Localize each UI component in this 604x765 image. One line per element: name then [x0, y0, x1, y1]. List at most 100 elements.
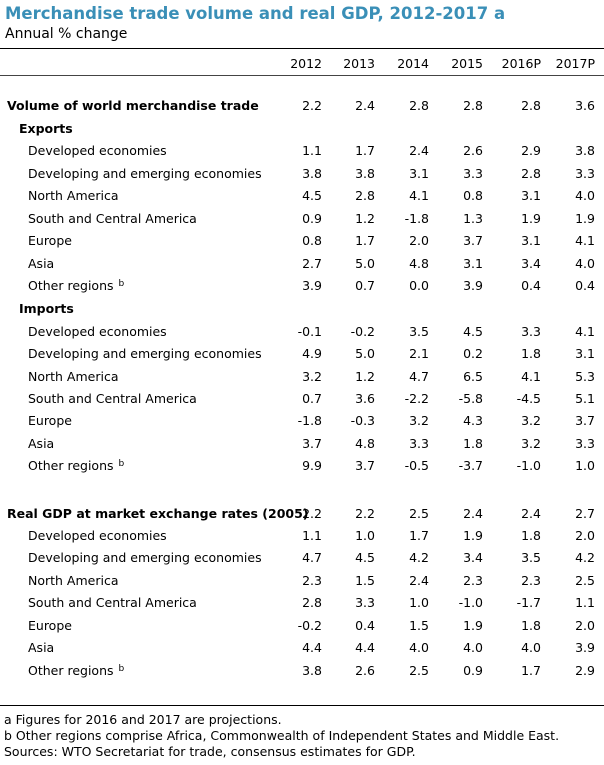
value-cell: 2.6: [463, 143, 483, 158]
value-cell: 4.4: [302, 640, 322, 655]
value-cell: 3.1: [521, 233, 541, 248]
value-cell: 1.5: [409, 618, 429, 633]
value-cell: 3.4: [521, 256, 541, 271]
value-cell: 3.3: [575, 436, 595, 451]
value-cell: -1.7: [516, 595, 541, 610]
value-cell: 4.8: [409, 256, 429, 271]
value-cell: 5.0: [355, 346, 375, 361]
value-cell: 4.5: [355, 550, 375, 565]
value-cell: 3.3: [575, 166, 595, 181]
row-label: Developing and emerging economies: [28, 550, 262, 565]
value-cell: -4.5: [516, 391, 541, 406]
row-label: North America: [28, 188, 119, 203]
row-label: Exports: [19, 121, 73, 136]
value-cell: 4.4: [355, 640, 375, 655]
value-cell: -1.0: [516, 458, 541, 473]
table-row: Developed economies 1.1 1.7 2.4 2.6 2.9 3.8: [0, 143, 604, 165]
table-title: Merchandise trade volume and real GDP, 2…: [5, 4, 506, 23]
value-cell: 1.7: [521, 663, 541, 678]
value-cell: 3.5: [409, 324, 429, 339]
value-cell: 3.8: [575, 143, 595, 158]
row-label-text: Developed economies: [28, 324, 167, 339]
value-cell: 2.3: [521, 573, 541, 588]
value-cell: 1.0: [355, 528, 375, 543]
value-cell: 3.9: [302, 278, 322, 293]
value-cell: 4.1: [575, 233, 595, 248]
row-label: Europe: [28, 413, 72, 428]
row-label: South and Central America: [28, 211, 197, 226]
value-cell: 1.8: [463, 436, 483, 451]
value-cell: 5.0: [355, 256, 375, 271]
row-label-text: Developing and emerging economies: [28, 550, 262, 565]
value-cell: 2.5: [575, 573, 595, 588]
value-cell: 3.1: [463, 256, 483, 271]
table-row: Developing and emerging economies 4.9 5.0 2…: [0, 346, 604, 368]
row-label: Asia: [28, 436, 54, 451]
value-cell: 3.3: [463, 166, 483, 181]
value-cell: 3.7: [463, 233, 483, 248]
row-label: Volume of world merchandise trade: [7, 98, 259, 113]
value-cell: 1.7: [355, 233, 375, 248]
value-cell: 1.8: [521, 618, 541, 633]
value-cell: 4.8: [355, 436, 375, 451]
value-cell: 4.1: [575, 324, 595, 339]
value-cell: -0.3: [350, 413, 375, 428]
value-cell: 1.5: [355, 573, 375, 588]
row-label: Imports: [19, 301, 74, 316]
row-label: North America: [28, 369, 119, 384]
value-cell: 1.2: [355, 369, 375, 384]
table-row: Exports: [0, 121, 604, 143]
value-cell: 1.7: [409, 528, 429, 543]
row-label-text: Imports: [19, 301, 74, 316]
value-cell: 4.0: [575, 188, 595, 203]
value-cell: 3.2: [521, 436, 541, 451]
value-cell: 2.2: [302, 98, 322, 113]
value-cell: 2.5: [409, 506, 429, 521]
value-cell: 4.7: [302, 550, 322, 565]
row-label: Asia: [28, 640, 54, 655]
top-rule: [0, 48, 604, 49]
value-cell: 5.1: [575, 391, 595, 406]
value-cell: -0.2: [297, 618, 322, 633]
value-cell: 4.2: [409, 550, 429, 565]
value-cell: 3.7: [575, 413, 595, 428]
value-cell: 4.5: [463, 324, 483, 339]
column-header: 2014: [397, 56, 429, 71]
value-cell: 1.1: [575, 595, 595, 610]
value-cell: 0.9: [463, 663, 483, 678]
value-cell: -1.0: [458, 595, 483, 610]
row-label: Real GDP at market exchange rates (2005): [7, 506, 309, 521]
row-label-text: Other regions: [28, 278, 114, 293]
row-label-text: Real GDP at market exchange rates (2005): [7, 506, 309, 521]
row-label: Asia: [28, 256, 54, 271]
value-cell: 2.5: [409, 663, 429, 678]
value-cell: 2.1: [409, 346, 429, 361]
row-label-text: North America: [28, 369, 119, 384]
row-label: Developing and emerging economies: [28, 346, 262, 361]
column-header: 2017P: [555, 56, 595, 71]
value-cell: -3.7: [458, 458, 483, 473]
value-cell: 4.0: [409, 640, 429, 655]
value-cell: 2.2: [355, 506, 375, 521]
value-cell: 3.2: [521, 413, 541, 428]
row-label: Other regions b: [28, 458, 124, 473]
value-cell: -1.8: [297, 413, 322, 428]
footnote-a: a Figures for 2016 and 2017 are projecti…: [4, 712, 282, 727]
value-cell: 3.2: [302, 369, 322, 384]
table-row: Developed economies -0.1 -0.2 3.5 4.5 3.3 4.1: [0, 324, 604, 346]
value-cell: 3.3: [521, 324, 541, 339]
column-header: 2012: [290, 56, 322, 71]
value-cell: -1.8: [404, 211, 429, 226]
footnote-marker: b: [118, 459, 125, 469]
value-cell: 6.5: [463, 369, 483, 384]
table-row: Developing and emerging economies 3.8 3.8 3…: [0, 166, 604, 188]
value-cell: 0.7: [355, 278, 375, 293]
value-cell: 5.3: [575, 369, 595, 384]
row-label-text: Europe: [28, 618, 72, 633]
table-subtitle: Annual % change: [5, 26, 128, 42]
table-row: Imports: [0, 301, 604, 323]
row-label-text: Developing and emerging economies: [28, 166, 262, 181]
value-cell: -5.8: [458, 391, 483, 406]
table-row: Developing and emerging economies 4.7 4.5 4…: [0, 550, 604, 572]
value-cell: 9.9: [302, 458, 322, 473]
